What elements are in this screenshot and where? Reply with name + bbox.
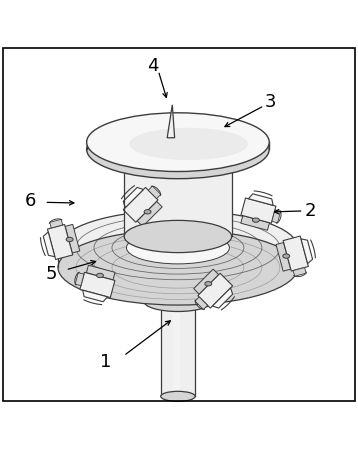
Polygon shape (301, 239, 313, 264)
Ellipse shape (58, 210, 298, 286)
Polygon shape (293, 268, 306, 276)
Polygon shape (167, 105, 175, 138)
Polygon shape (83, 290, 107, 302)
Polygon shape (80, 272, 115, 298)
Ellipse shape (87, 120, 269, 179)
Ellipse shape (161, 296, 195, 307)
Polygon shape (137, 201, 162, 226)
Ellipse shape (58, 230, 298, 305)
Polygon shape (161, 301, 195, 396)
Polygon shape (148, 186, 161, 198)
Polygon shape (212, 288, 233, 308)
Ellipse shape (283, 254, 290, 258)
Ellipse shape (66, 237, 73, 242)
Text: 6: 6 (24, 192, 36, 210)
Ellipse shape (124, 133, 232, 165)
Ellipse shape (144, 210, 151, 214)
Ellipse shape (161, 392, 195, 401)
Polygon shape (86, 265, 115, 280)
Ellipse shape (205, 282, 212, 286)
Polygon shape (43, 232, 55, 257)
Polygon shape (276, 242, 291, 271)
Ellipse shape (126, 232, 229, 264)
Polygon shape (241, 216, 270, 230)
Polygon shape (48, 224, 73, 260)
Polygon shape (241, 198, 276, 223)
Polygon shape (75, 273, 84, 286)
Polygon shape (123, 187, 158, 222)
Text: 1: 1 (100, 353, 111, 371)
Polygon shape (124, 150, 232, 237)
Ellipse shape (129, 128, 248, 160)
Ellipse shape (87, 113, 269, 172)
Ellipse shape (124, 220, 232, 253)
Polygon shape (195, 297, 208, 309)
Polygon shape (283, 236, 308, 271)
Text: 3: 3 (265, 93, 276, 111)
Polygon shape (248, 194, 273, 205)
Text: 5: 5 (45, 265, 57, 283)
Ellipse shape (144, 291, 212, 312)
Text: 2: 2 (305, 202, 316, 220)
Polygon shape (194, 269, 219, 294)
Polygon shape (198, 273, 233, 308)
Ellipse shape (97, 273, 103, 277)
Polygon shape (123, 187, 144, 207)
Ellipse shape (144, 234, 212, 254)
Ellipse shape (252, 218, 259, 222)
Polygon shape (144, 244, 212, 301)
Polygon shape (173, 301, 180, 396)
Text: 4: 4 (147, 57, 159, 75)
Polygon shape (50, 219, 63, 228)
Polygon shape (65, 224, 80, 253)
Polygon shape (272, 210, 281, 223)
